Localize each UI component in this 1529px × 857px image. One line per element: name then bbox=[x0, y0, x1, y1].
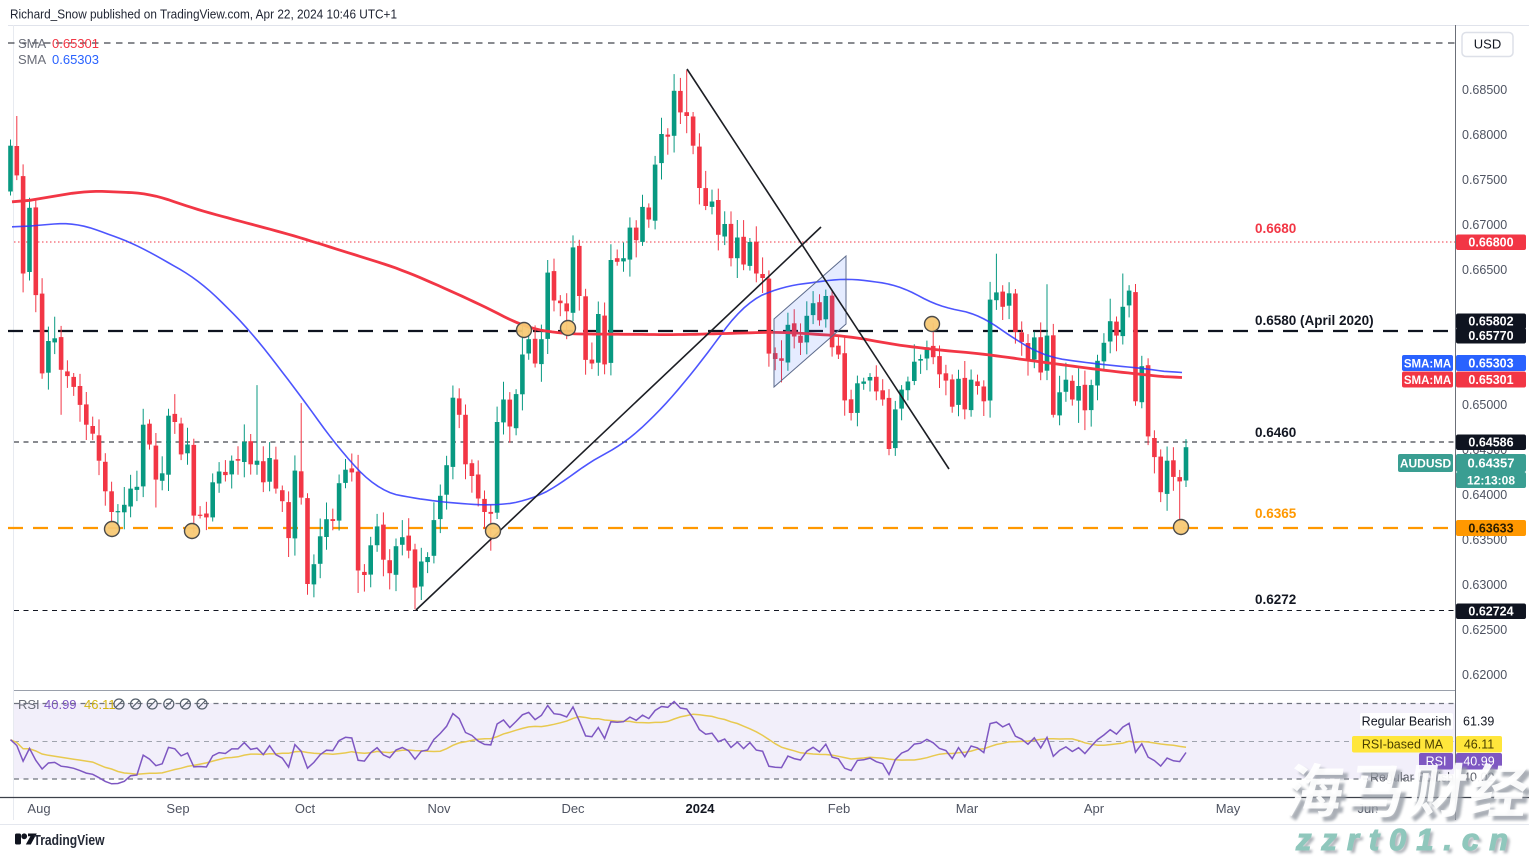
svg-text:Mar: Mar bbox=[956, 801, 979, 816]
svg-text:Regular Bearish: Regular Bearish bbox=[1362, 715, 1452, 729]
svg-text:RSI: RSI bbox=[18, 697, 40, 712]
svg-text:0.6460: 0.6460 bbox=[1255, 425, 1296, 440]
svg-text:0.63500: 0.63500 bbox=[1462, 533, 1507, 547]
svg-text:0.67000: 0.67000 bbox=[1462, 218, 1507, 232]
svg-text:May: May bbox=[1216, 801, 1241, 816]
svg-text:2024: 2024 bbox=[686, 801, 716, 816]
svg-text:Nov: Nov bbox=[427, 801, 451, 816]
svg-text:0.65301: 0.65301 bbox=[52, 36, 99, 51]
svg-text:0.65000: 0.65000 bbox=[1462, 398, 1507, 412]
svg-text:0.6272: 0.6272 bbox=[1255, 592, 1296, 607]
svg-text:0.68000: 0.68000 bbox=[1462, 128, 1507, 142]
svg-text:61.39: 61.39 bbox=[1463, 715, 1494, 729]
svg-text:0.64586: 0.64586 bbox=[1468, 436, 1513, 450]
svg-text:12:13:08: 12:13:08 bbox=[1467, 473, 1515, 487]
svg-text:0.65303: 0.65303 bbox=[1468, 356, 1513, 370]
svg-text:SMA:MA: SMA:MA bbox=[1404, 358, 1451, 370]
svg-text:0.66500: 0.66500 bbox=[1462, 263, 1507, 277]
svg-text:zzrt01.cn: zzrt01.cn bbox=[1298, 825, 1511, 857]
svg-text:0.62500: 0.62500 bbox=[1462, 623, 1507, 637]
svg-text:46.11: 46.11 bbox=[1464, 738, 1494, 752]
svg-text:0.65802: 0.65802 bbox=[1468, 315, 1513, 329]
svg-text:0.67500: 0.67500 bbox=[1462, 173, 1507, 187]
svg-text:Oct: Oct bbox=[295, 801, 316, 816]
svg-text:0.62000: 0.62000 bbox=[1462, 668, 1507, 682]
svg-text:Apr: Apr bbox=[1084, 801, 1105, 816]
svg-text:0.65303: 0.65303 bbox=[52, 52, 99, 67]
svg-text:Sep: Sep bbox=[166, 801, 189, 816]
svg-text:USD: USD bbox=[1474, 37, 1501, 52]
svg-text:AUDUSD: AUDUSD bbox=[1400, 456, 1452, 470]
svg-text:SMA: SMA bbox=[18, 52, 47, 67]
svg-text:Feb: Feb bbox=[828, 801, 850, 816]
svg-text:0.64000: 0.64000 bbox=[1462, 488, 1507, 502]
svg-text:0.6680: 0.6680 bbox=[1255, 221, 1296, 236]
svg-text:0.64357: 0.64357 bbox=[1468, 455, 1515, 470]
svg-text:Dec: Dec bbox=[561, 801, 585, 816]
svg-text:0.63000: 0.63000 bbox=[1462, 578, 1507, 592]
svg-text:0.6365: 0.6365 bbox=[1255, 506, 1297, 521]
svg-text:0.66800: 0.66800 bbox=[1468, 236, 1513, 250]
svg-text:0.62724: 0.62724 bbox=[1468, 605, 1513, 619]
svg-text:0.63633: 0.63633 bbox=[1468, 521, 1513, 535]
svg-text:TradingView: TradingView bbox=[34, 832, 105, 849]
svg-text:0.65770: 0.65770 bbox=[1468, 329, 1513, 343]
svg-text:zzrt01.cn: zzrt01.cn bbox=[1295, 822, 1508, 857]
svg-text:SMA:MA: SMA:MA bbox=[1404, 375, 1451, 387]
svg-text:46.11: 46.11 bbox=[84, 697, 116, 712]
svg-text:0.68500: 0.68500 bbox=[1462, 83, 1507, 97]
svg-text:SMA: SMA bbox=[18, 36, 47, 51]
svg-text:Richard_Snow published on Trad: Richard_Snow published on TradingView.co… bbox=[10, 7, 397, 22]
svg-text:RSI-based MA: RSI-based MA bbox=[1362, 738, 1444, 752]
svg-text:Aug: Aug bbox=[27, 801, 50, 816]
svg-text:40.99: 40.99 bbox=[44, 697, 77, 712]
svg-text:0.65301: 0.65301 bbox=[1468, 373, 1513, 387]
svg-text:0.6580 (April 2020): 0.6580 (April 2020) bbox=[1255, 313, 1374, 328]
